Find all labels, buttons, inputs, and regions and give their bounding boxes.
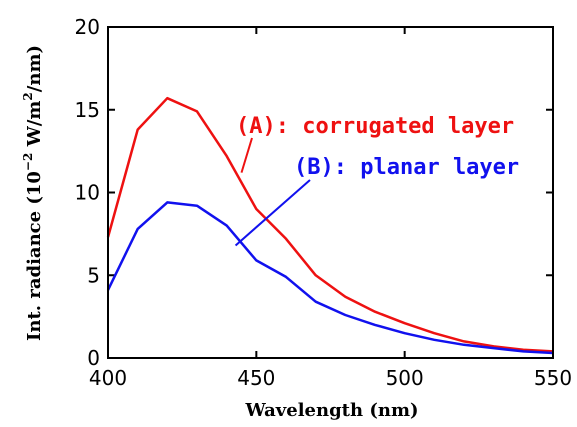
x-tick-labels: 400 450 500 550 bbox=[89, 366, 572, 390]
annotation-a-leader bbox=[240, 137, 253, 173]
y-axis-title: Int. radiance (10−2 W/m2/nm) bbox=[21, 45, 45, 341]
y-tick-label: 0 bbox=[87, 346, 100, 370]
annotation-b-leader bbox=[234, 179, 311, 247]
y-axis-title-exponent-2: 2 bbox=[21, 92, 35, 100]
y-tick-label: 5 bbox=[87, 263, 100, 287]
y-tick-label: 15 bbox=[75, 98, 100, 122]
y-axis-title-suffix: /nm) bbox=[24, 45, 45, 92]
annotation-a: (A): corrugated layer bbox=[236, 114, 514, 139]
y-tick-label: 10 bbox=[75, 181, 100, 205]
y-axis-title-prefix: Int. radiance (10 bbox=[24, 171, 45, 341]
y-tick-label: 20 bbox=[75, 15, 100, 39]
series-b-line bbox=[106, 201, 554, 355]
x-tick-label: 550 bbox=[534, 366, 572, 390]
x-tick-label: 400 bbox=[89, 366, 127, 390]
x-tick-label: 450 bbox=[237, 366, 275, 390]
y-tick-labels: 0 5 10 15 20 bbox=[75, 15, 100, 370]
plot-frame bbox=[107, 26, 554, 359]
x-tick-label: 500 bbox=[386, 366, 424, 390]
annotation-leaders bbox=[234, 137, 311, 247]
annotation-b: (B): planar layer bbox=[294, 155, 519, 180]
series-a-line bbox=[106, 96, 554, 353]
series-lines bbox=[106, 96, 554, 355]
y-axis-title-unit: W/m bbox=[24, 101, 45, 153]
x-axis-title: Wavelength (nm) bbox=[244, 400, 418, 421]
y-axis-title-exponent: −2 bbox=[21, 153, 35, 171]
